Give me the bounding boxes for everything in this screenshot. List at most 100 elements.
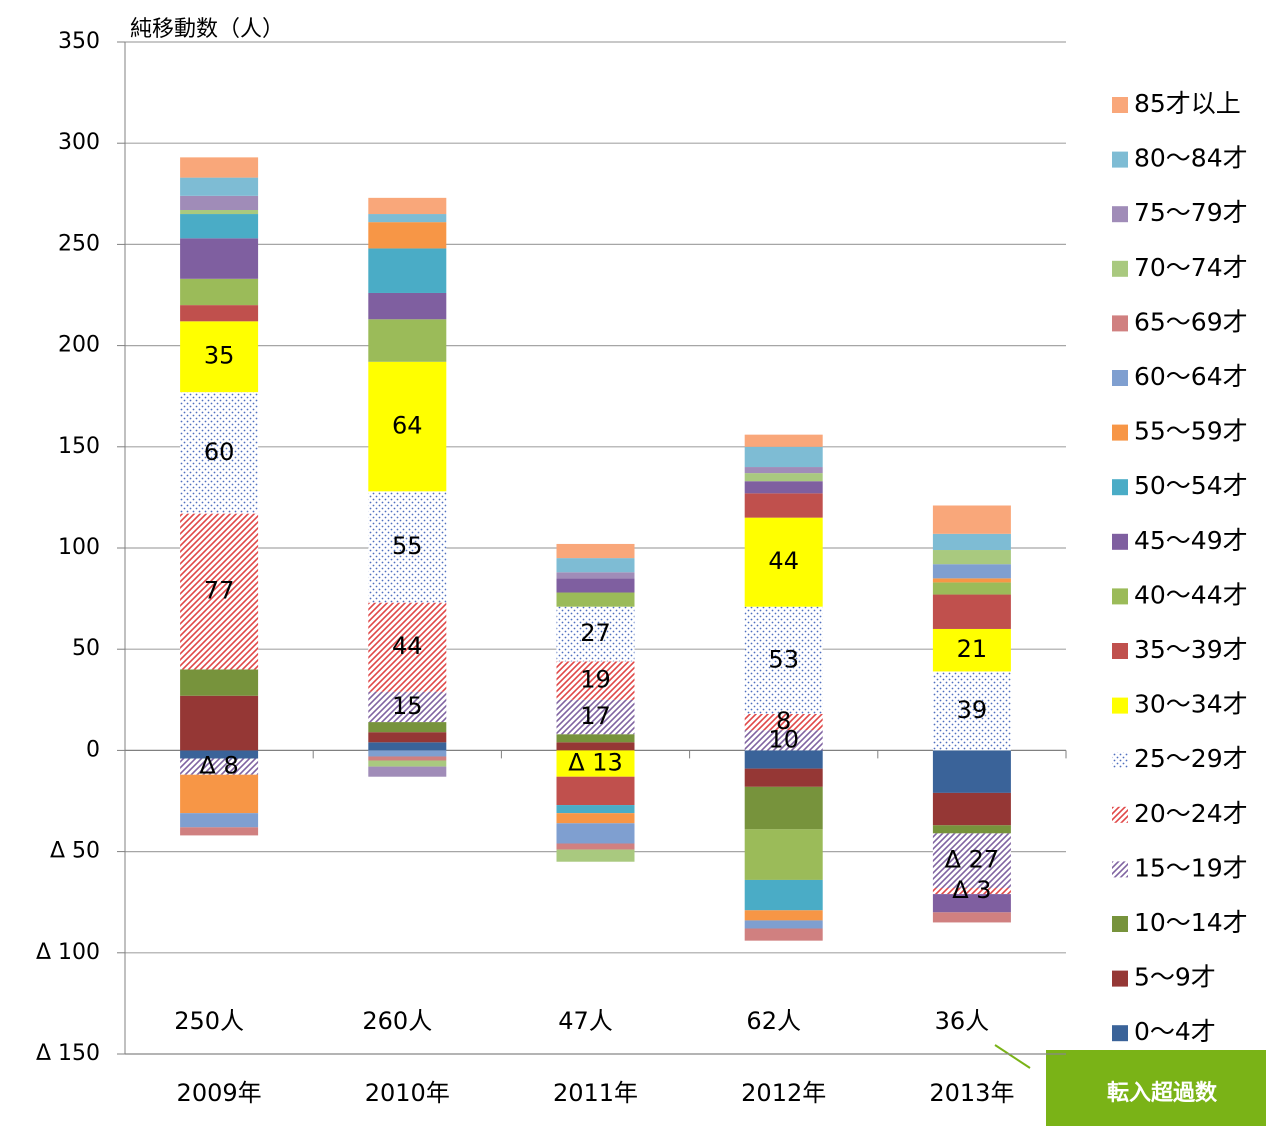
bar-segment [744, 910, 823, 921]
bar-segment [744, 768, 823, 787]
bar-segment [556, 699, 635, 735]
y-tick-label: 350 [58, 29, 100, 54]
bar-segment [744, 467, 823, 474]
bar-segment [556, 843, 635, 850]
total-label: 250人 [174, 1007, 244, 1035]
legend-swatch [1112, 697, 1128, 714]
note-text: 転入超過数 [1107, 1080, 1218, 1106]
bar-segment [744, 606, 823, 714]
bar-segment [180, 774, 259, 814]
legend-label: 50〜54才 [1134, 471, 1248, 500]
legend-swatch [1112, 533, 1128, 550]
legend-label: 65〜69才 [1134, 307, 1248, 336]
bar-segment [180, 392, 259, 514]
bar-segment [180, 750, 259, 759]
bar-segment [556, 592, 635, 607]
data-label: 35 [204, 342, 235, 370]
bar-segment [180, 177, 259, 196]
y-tick-label: 250 [58, 231, 100, 256]
bar-segment [368, 756, 447, 761]
data-label: Δ 3 [952, 876, 991, 904]
bar-segment [368, 691, 447, 723]
bar-segment [180, 758, 259, 775]
bar-segment [180, 209, 259, 215]
bar-segment [180, 695, 259, 751]
bar-segment [556, 813, 635, 824]
bar-segment [180, 669, 259, 696]
legend-label: 70〜74才 [1134, 253, 1248, 282]
bar-segment [180, 157, 259, 178]
bar-segment [368, 760, 447, 767]
bar-segment [180, 305, 259, 322]
bar-segment [556, 558, 635, 573]
bar-segment [368, 491, 447, 603]
bar-segment [744, 879, 823, 911]
bar-segment [932, 912, 1011, 923]
bar-segment [180, 827, 259, 836]
data-label: Δ 8 [199, 752, 238, 780]
legend-swatch [1112, 206, 1128, 223]
legend-swatch [1112, 861, 1128, 878]
data-label: 77 [204, 577, 235, 605]
data-label: 60 [204, 438, 235, 466]
bar-segment [368, 750, 447, 757]
bar-segment [932, 628, 1011, 672]
bar-segment [368, 214, 447, 223]
bar-segment [744, 493, 823, 518]
legend-swatch [1112, 588, 1128, 605]
bar-segment [556, 572, 635, 579]
bar-segment [744, 434, 823, 447]
data-label: 21 [957, 635, 988, 663]
legend-swatch [1112, 1025, 1128, 1042]
legend-swatch [1112, 260, 1128, 277]
bar-segment [932, 578, 1011, 583]
bar-segment [180, 513, 259, 670]
total-label: 260人 [362, 1007, 432, 1035]
bar-segment [180, 813, 259, 828]
bar-segment [744, 446, 823, 468]
data-label: 17 [580, 702, 611, 730]
data-label: 27 [580, 619, 611, 647]
legend-label: 60〜64才 [1134, 362, 1248, 391]
legend-label: 45〜49才 [1134, 526, 1248, 555]
data-label: 64 [392, 412, 423, 440]
data-label: 8 [776, 707, 791, 735]
data-label: 19 [580, 666, 611, 694]
bar-segment [744, 517, 823, 607]
x-tick-label: 2012年 [741, 1079, 826, 1107]
bar-segment [932, 550, 1011, 565]
bar-segment [556, 661, 635, 700]
x-tick-label: 2010年 [365, 1079, 450, 1107]
legend-label: 20〜24才 [1134, 799, 1248, 828]
bar-segment [368, 722, 447, 733]
bar-segment [932, 533, 1011, 551]
data-label: 39 [957, 696, 988, 724]
legend-label: 25〜29才 [1134, 744, 1248, 773]
bar-segment [368, 766, 447, 777]
legend-label: 0〜4才 [1134, 1017, 1216, 1046]
bar-segment [556, 849, 635, 862]
legend-label: 10〜14才 [1134, 908, 1248, 937]
data-label: 55 [392, 532, 423, 560]
bar-segment [180, 238, 259, 279]
bar-segment [932, 582, 1011, 595]
bar-segment [744, 829, 823, 880]
bar-segment [180, 278, 259, 306]
data-label: 53 [768, 645, 799, 673]
legend-swatch [1112, 424, 1128, 441]
bar-segment [932, 833, 1011, 889]
legend-swatch [1112, 752, 1128, 769]
bar-segment [180, 321, 259, 393]
legend-label: 80〜84才 [1134, 144, 1248, 173]
bar-segment [932, 888, 1011, 895]
legend-label: 30〜34才 [1134, 690, 1248, 719]
legend-label: 55〜59才 [1134, 417, 1248, 446]
legend-label: 35〜39才 [1134, 635, 1248, 664]
bar-segment [556, 823, 635, 844]
legend-swatch [1112, 370, 1128, 386]
bar-segment [744, 750, 823, 769]
legend-swatch [1112, 643, 1128, 659]
y-tick-label: 300 [58, 130, 100, 155]
bar-segment [556, 734, 635, 743]
